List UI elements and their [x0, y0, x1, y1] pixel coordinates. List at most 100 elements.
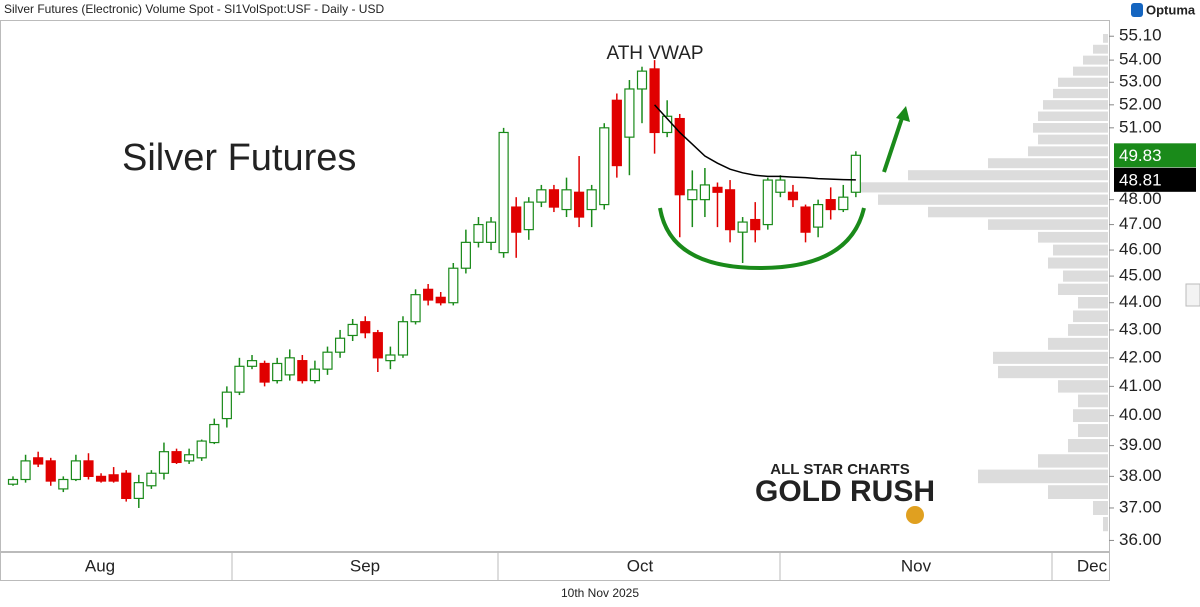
plot-frame — [0, 20, 1110, 552]
x-tick-label: Nov — [901, 556, 932, 575]
y-tick-label: 37.00 — [1119, 497, 1162, 516]
candle-body — [322, 351, 333, 370]
logo-line2: GOLD RUSH — [755, 475, 935, 508]
volume-profile-bar — [1033, 123, 1108, 133]
volume-profile-bar — [1038, 134, 1108, 145]
candle-body — [838, 196, 849, 211]
candle-body — [511, 206, 522, 233]
volume-profile-bar — [978, 469, 1108, 484]
candle-body — [624, 88, 635, 138]
candle-body — [83, 460, 94, 477]
candle-body — [334, 337, 346, 353]
candle-body — [674, 117, 685, 196]
candle-body — [737, 221, 748, 233]
candle-body — [133, 482, 144, 500]
candle-body — [435, 296, 446, 304]
x-tick-label: Dec — [1077, 556, 1108, 575]
candle-body — [523, 201, 534, 231]
volume-profile-bar — [1038, 231, 1108, 243]
volume-profile-bar — [1073, 310, 1108, 323]
candle-body — [750, 218, 761, 231]
brand-icon — [1131, 3, 1143, 17]
candle-body — [221, 391, 232, 420]
candle-body — [813, 203, 824, 228]
volume-profile-bar — [1028, 146, 1108, 157]
candle-body — [259, 362, 270, 383]
volume-profile-bar — [1068, 439, 1108, 453]
candle-body — [410, 294, 421, 323]
volume-profile-bar — [858, 182, 1108, 193]
volume-profile-bar — [1078, 394, 1108, 408]
annotation: ATH VWAP — [606, 43, 703, 64]
candle-body — [825, 199, 836, 211]
price-marker — [1114, 167, 1196, 192]
y-tick-label: 43.00 — [1119, 319, 1162, 338]
candle-body — [70, 460, 82, 481]
candle-body — [272, 362, 283, 382]
price-marker — [1114, 143, 1196, 168]
y-tick-label: 45.00 — [1119, 266, 1162, 285]
candle-body — [699, 184, 711, 201]
y-tick-label: 47.00 — [1119, 214, 1162, 233]
volume-profile-bar — [1083, 55, 1108, 65]
candle-body — [196, 440, 207, 459]
volume-profile-bar — [1093, 500, 1108, 516]
candle-body — [460, 241, 471, 269]
candle-body — [7, 478, 19, 485]
panel-toggle[interactable] — [1185, 283, 1200, 307]
brand[interactable]: Optuma — [1146, 2, 1196, 17]
candle-body — [423, 288, 434, 301]
volume-profile-bar — [1038, 111, 1108, 122]
y-tick-label: 41.00 — [1119, 376, 1162, 395]
candle-body — [573, 191, 585, 218]
candle-body — [284, 357, 295, 376]
candle-body — [800, 206, 811, 233]
y-tick-label: 40.00 — [1119, 405, 1162, 424]
candle-body — [121, 472, 132, 500]
candle-body — [536, 189, 547, 203]
y-tick-label: 48.00 — [1119, 189, 1162, 208]
y-tick-label: 54.00 — [1119, 50, 1162, 69]
cup-arc — [658, 207, 866, 271]
volume-profile-bar — [1038, 454, 1108, 468]
candle-body — [775, 179, 786, 193]
candle-body — [385, 354, 396, 362]
candle-body — [360, 321, 371, 334]
candle-body — [448, 267, 459, 304]
candle-body — [397, 321, 409, 356]
candle-body — [246, 360, 258, 367]
header-title: Silver Futures (Electronic) Volume Spot … — [4, 2, 384, 16]
volume-profile-bar — [878, 194, 1108, 205]
y-tick-label: 38.00 — [1119, 466, 1162, 485]
candle-body — [146, 472, 157, 487]
volume-profile-bar — [1103, 34, 1108, 43]
volume-profile-bar — [1078, 297, 1108, 309]
candle-body — [611, 99, 622, 167]
arrow-head — [896, 106, 910, 122]
y-tick-label: 42.00 — [1119, 347, 1162, 366]
candle-body — [372, 332, 383, 359]
volume-profile-bar — [1063, 270, 1108, 282]
candle-body — [599, 127, 610, 206]
y-tick-label: 52.00 — [1119, 94, 1162, 113]
candle-body — [787, 191, 799, 201]
candle-body — [20, 460, 31, 481]
candle-body — [184, 454, 195, 462]
x-tick-label: Sep — [350, 556, 380, 575]
candle-body — [297, 360, 308, 382]
candle-body — [209, 423, 220, 444]
candle-body — [45, 460, 56, 482]
candle-body — [498, 131, 509, 254]
candle-body — [309, 368, 321, 382]
candle-body — [724, 189, 736, 231]
candle-body — [171, 451, 182, 464]
volume-profile-bar — [988, 219, 1108, 230]
vwap-line — [654, 104, 856, 181]
volume-profile-bar — [1093, 44, 1108, 54]
y-tick-label: 46.00 — [1119, 240, 1162, 259]
logo-nugget — [906, 506, 924, 524]
price-marker-label: 49.83 — [1119, 146, 1162, 165]
x-tick-label: Aug — [85, 556, 115, 575]
volume-profile-bar — [1103, 517, 1108, 532]
volume-profile-bar — [1043, 100, 1108, 110]
